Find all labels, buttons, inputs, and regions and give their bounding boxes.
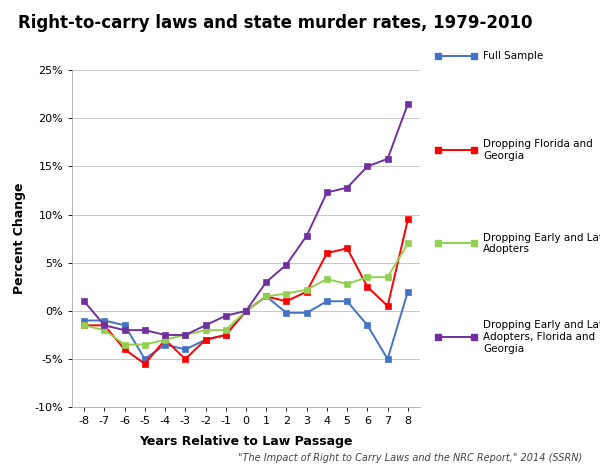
Y-axis label: Percent Change: Percent Change bbox=[13, 183, 26, 294]
Text: Full Sample: Full Sample bbox=[483, 51, 543, 61]
Dropping Florida and
Georgia bbox=[364, 284, 371, 290]
Text: Dropping Florida and
Georgia: Dropping Florida and Georgia bbox=[483, 139, 593, 161]
Text: Right-to-carry laws and state murder rates, 1979-2010: Right-to-carry laws and state murder rat… bbox=[18, 14, 533, 32]
Dropping Early and Late
Adopters, Florida and
Georgia bbox=[364, 164, 371, 169]
Dropping Early and Late
Adopters bbox=[202, 327, 209, 333]
Dropping Early and Late
Adopters bbox=[303, 287, 310, 292]
Full Sample bbox=[344, 299, 351, 304]
Dropping Florida and
Georgia bbox=[323, 250, 331, 256]
Dropping Florida and
Georgia bbox=[161, 337, 169, 343]
Full Sample bbox=[80, 318, 88, 323]
Dropping Early and Late
Adopters, Florida and
Georgia bbox=[404, 101, 412, 107]
Dropping Early and Late
Adopters, Florida and
Georgia bbox=[121, 327, 128, 333]
Dropping Early and Late
Adopters, Florida and
Georgia bbox=[222, 313, 229, 319]
Full Sample bbox=[161, 342, 169, 347]
Dropping Florida and
Georgia bbox=[344, 246, 351, 251]
Dropping Early and Late
Adopters bbox=[161, 337, 169, 343]
Dropping Early and Late
Adopters, Florida and
Georgia bbox=[323, 190, 331, 195]
Dropping Early and Late
Adopters bbox=[364, 274, 371, 280]
Dropping Florida and
Georgia bbox=[384, 303, 391, 309]
Dropping Florida and
Georgia bbox=[263, 293, 270, 299]
Dropping Early and Late
Adopters, Florida and
Georgia bbox=[202, 322, 209, 328]
Dropping Florida and
Georgia bbox=[303, 289, 310, 294]
Dropping Early and Late
Adopters, Florida and
Georgia bbox=[161, 332, 169, 338]
Dropping Early and Late
Adopters bbox=[384, 274, 391, 280]
Full Sample bbox=[263, 293, 270, 299]
Dropping Early and Late
Adopters bbox=[323, 276, 331, 282]
Full Sample bbox=[364, 322, 371, 328]
Dropping Early and Late
Adopters, Florida and
Georgia bbox=[384, 156, 391, 161]
Dropping Early and Late
Adopters, Florida and
Georgia bbox=[303, 233, 310, 239]
Dropping Early and Late
Adopters bbox=[101, 327, 108, 333]
Dropping Early and Late
Adopters, Florida and
Georgia bbox=[263, 279, 270, 285]
Line: Full Sample: Full Sample bbox=[82, 289, 410, 362]
Dropping Early and Late
Adopters bbox=[121, 342, 128, 347]
Dropping Early and Late
Adopters bbox=[404, 241, 412, 246]
Dropping Florida and
Georgia bbox=[141, 361, 148, 366]
Dropping Early and Late
Adopters, Florida and
Georgia bbox=[344, 185, 351, 190]
Full Sample bbox=[101, 318, 108, 323]
Full Sample bbox=[182, 347, 189, 352]
Dropping Florida and
Georgia bbox=[202, 337, 209, 343]
Full Sample bbox=[222, 332, 229, 338]
Dropping Early and Late
Adopters bbox=[283, 291, 290, 296]
Text: Dropping Early and Late
Adopters: Dropping Early and Late Adopters bbox=[483, 233, 600, 254]
Line: Dropping Early and Late
Adopters: Dropping Early and Late Adopters bbox=[82, 241, 410, 347]
Full Sample bbox=[141, 356, 148, 362]
Dropping Florida and
Georgia bbox=[121, 347, 128, 352]
Dropping Early and Late
Adopters bbox=[182, 332, 189, 338]
Dropping Florida and
Georgia bbox=[283, 299, 290, 304]
Full Sample bbox=[323, 299, 331, 304]
Dropping Florida and
Georgia bbox=[101, 322, 108, 328]
Line: Dropping Early and Late
Adopters, Florida and
Georgia: Dropping Early and Late Adopters, Florid… bbox=[82, 101, 410, 338]
Dropping Florida and
Georgia bbox=[182, 356, 189, 362]
Dropping Early and Late
Adopters, Florida and
Georgia bbox=[242, 308, 250, 314]
Dropping Early and Late
Adopters, Florida and
Georgia bbox=[80, 299, 88, 304]
Full Sample bbox=[384, 356, 391, 362]
Dropping Early and Late
Adopters, Florida and
Georgia bbox=[141, 327, 148, 333]
Dropping Early and Late
Adopters bbox=[242, 308, 250, 314]
Dropping Early and Late
Adopters, Florida and
Georgia bbox=[182, 332, 189, 338]
Full Sample bbox=[202, 337, 209, 343]
X-axis label: Years Relative to Law Passage: Years Relative to Law Passage bbox=[139, 434, 353, 447]
Full Sample bbox=[283, 310, 290, 315]
Dropping Early and Late
Adopters bbox=[141, 342, 148, 347]
Dropping Early and Late
Adopters, Florida and
Georgia bbox=[101, 322, 108, 328]
Full Sample bbox=[303, 310, 310, 315]
Dropping Florida and
Georgia bbox=[404, 217, 412, 222]
Full Sample bbox=[121, 322, 128, 328]
Text: Dropping Early and Late
Adopters, Florida and
Georgia: Dropping Early and Late Adopters, Florid… bbox=[483, 321, 600, 353]
Dropping Early and Late
Adopters bbox=[80, 322, 88, 328]
Dropping Florida and
Georgia bbox=[80, 322, 88, 328]
Dropping Florida and
Georgia bbox=[222, 332, 229, 338]
Dropping Early and Late
Adopters, Florida and
Georgia bbox=[283, 262, 290, 268]
Full Sample bbox=[404, 289, 412, 294]
Dropping Florida and
Georgia bbox=[242, 308, 250, 314]
Line: Dropping Florida and
Georgia: Dropping Florida and Georgia bbox=[82, 217, 410, 366]
Dropping Early and Late
Adopters bbox=[263, 293, 270, 299]
Text: "The Impact of Right to Carry Laws and the NRC Report," 2014 (SSRN): "The Impact of Right to Carry Laws and t… bbox=[238, 453, 582, 463]
Full Sample bbox=[242, 308, 250, 314]
Dropping Early and Late
Adopters bbox=[344, 281, 351, 287]
Dropping Early and Late
Adopters bbox=[222, 327, 229, 333]
